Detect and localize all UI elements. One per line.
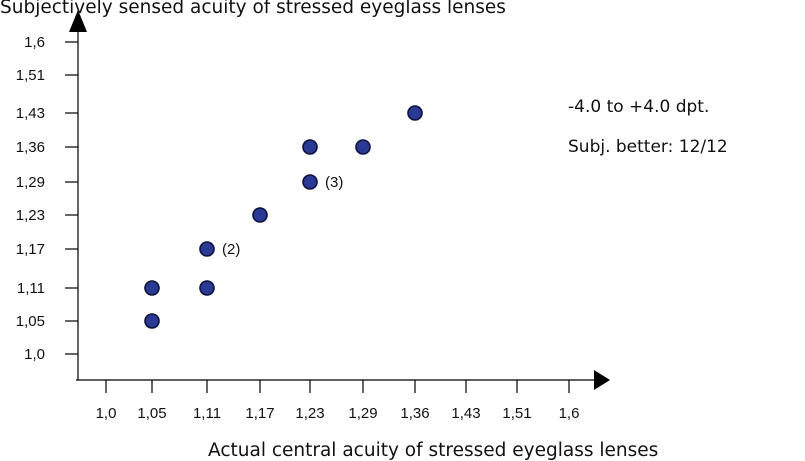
x-tick-label: 1,11 (193, 405, 221, 422)
data-point (199, 241, 215, 257)
data-point (199, 280, 215, 296)
y-tick-label: 1,36 (16, 139, 45, 156)
data-point (252, 207, 268, 223)
x-axis-arrowhead (594, 370, 610, 390)
data-points: (2) (3) (144, 105, 423, 329)
y-tick-label: 1,29 (16, 174, 45, 191)
data-point (355, 139, 371, 155)
x-tick-label: 1,36 (400, 405, 429, 422)
y-tick-label: 1,05 (16, 313, 45, 330)
data-point (144, 313, 160, 329)
annotation-range: -4.0 to +4.0 dpt. (568, 97, 709, 117)
x-tick-label: 1,23 (295, 405, 324, 422)
y-tick-label: 1,11 (17, 280, 45, 297)
x-tick-label: 1,29 (348, 405, 377, 422)
y-tick-label: 1,43 (16, 105, 45, 122)
data-point (144, 280, 160, 296)
data-point (302, 174, 318, 190)
x-tick-label: 1,6 (559, 405, 580, 422)
y-tick-label: 1,51 (16, 67, 45, 84)
y-axis-arrowhead (69, 10, 87, 32)
y-tick-label: 1,23 (16, 207, 45, 224)
y-tick-label: 1,6 (24, 34, 45, 51)
x-tick-label: 1,0 (96, 405, 117, 422)
x-tick-label: 1,05 (137, 405, 166, 422)
x-axis-ticks: 1,0 1,05 1,11 1,17 1,23 1,29 1,36 1,43 1,51 1,6 (96, 380, 580, 422)
annotation-subjective: Subj. better: 12/12 (568, 137, 728, 157)
x-tick-label: 1,43 (451, 405, 480, 422)
x-tick-label: 1,51 (502, 405, 531, 422)
y-axis-ticks: 1,0 1,05 1,11 1,17 1,23 1,29 1,36 1,43 1,51 1,6 (16, 34, 78, 363)
axes (69, 10, 610, 390)
x-tick-label: 1,17 (245, 405, 274, 422)
y-axis-title: Subjectively sensed acuity of stressed e… (0, 0, 506, 18)
y-tick-label: 1,0 (24, 346, 45, 363)
data-point (407, 105, 423, 121)
x-axis-title: Actual central acuity of stressed eyegla… (208, 440, 658, 461)
point-annotation-label: (2) (222, 241, 240, 258)
y-tick-label: 1,17 (16, 241, 45, 258)
data-point (302, 139, 318, 155)
point-annotation-label: (3) (325, 174, 343, 191)
